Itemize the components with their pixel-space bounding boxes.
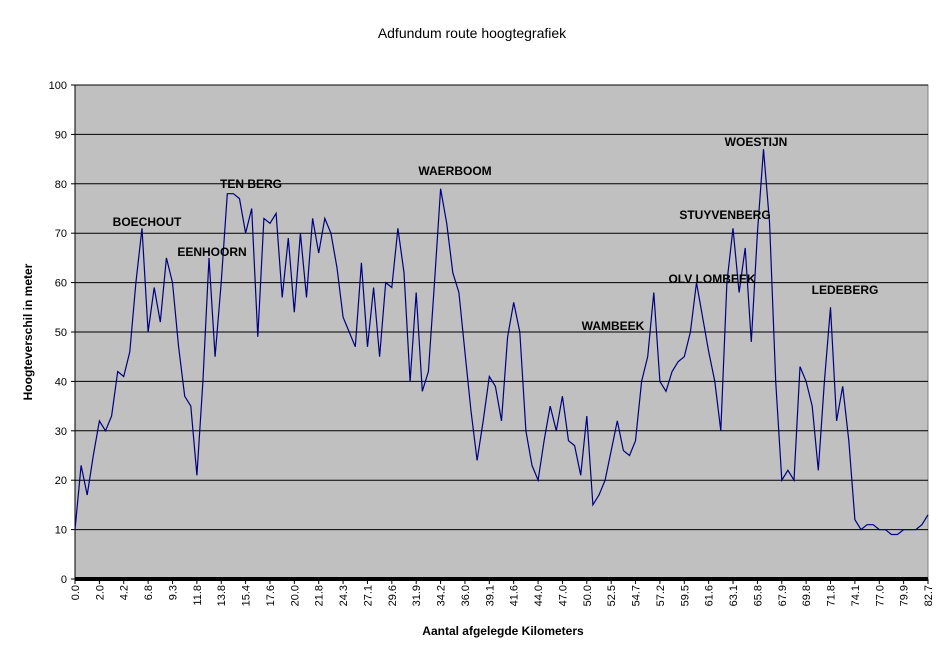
x-tick-label: 71.8 [826,585,838,606]
x-tick-label: 29.6 [387,585,399,606]
x-tick-label: 6.8 [143,585,155,600]
x-tick-label: 2.0 [94,585,106,600]
annotation: TEN BERG [220,177,282,191]
x-tick-label: 27.1 [362,585,374,606]
x-axis-title: Aantal afgelegde Kilometers [422,624,584,638]
annotation: WAMBEEK [582,319,645,333]
y-tick-label: 60 [55,278,67,290]
x-tick-label: 77.0 [874,585,886,606]
x-tick-label: 20.0 [289,585,301,606]
x-tick-label: 79.9 [899,585,911,606]
x-tick-label: 15.4 [241,585,253,606]
x-tick-label: 0.0 [70,585,82,600]
x-tick-label: 41.6 [509,585,521,606]
x-tick-label: 67.9 [777,585,789,606]
x-tick-label: 39.1 [484,585,496,606]
y-tick-label: 10 [55,525,67,537]
x-tick-label: 63.1 [728,585,740,606]
chart-title: Adfundum route hoogtegrafiek [378,25,567,41]
x-tick-label: 36.0 [460,585,472,606]
x-tick-label: 9.3 [167,585,179,600]
annotation: STUYVENBERG [679,208,770,222]
y-tick-label: 20 [55,475,67,487]
x-tick-label: 34.2 [436,585,448,606]
y-tick-label: 0 [61,574,67,586]
y-tick-label: 70 [55,228,67,240]
x-tick-label: 13.8 [216,585,228,606]
y-tick-label: 90 [55,129,67,141]
x-tick-label: 47.0 [557,585,569,606]
x-tick-label: 11.8 [192,585,204,606]
x-tick-label: 31.9 [411,585,423,606]
x-tick-label: 59.5 [679,585,691,606]
x-tick-label: 57.2 [655,585,667,606]
x-tick-label: 52.5 [606,585,618,606]
annotation: WOESTIJN [725,135,788,149]
y-axis-title: Hoogteverschil in meter [21,263,35,400]
annotation: WAERBOOM [418,164,491,178]
annotation: BOECHOUT [113,215,182,229]
x-tick-label: 74.1 [850,585,862,606]
x-tick-label: 69.8 [801,585,813,606]
x-tick-label: 44.0 [533,585,545,606]
y-tick-label: 40 [55,376,67,388]
y-tick-label: 100 [49,80,67,92]
y-tick-label: 30 [55,426,67,438]
x-tick-label: 82.7 [923,585,935,606]
x-tick-label: 21.8 [314,585,326,606]
elevation-line [74,149,929,536]
x-tick-label: 4.2 [119,585,131,600]
x-tick-label: 61.6 [704,585,716,606]
annotation: EENHOORN [177,245,246,259]
x-tick-label: 65.8 [752,585,764,606]
annotation: LEDEBERG [812,283,879,297]
x-tick-label: 24.3 [338,585,350,606]
x-tick-label: 50.0 [582,585,594,606]
annotation: OLV LOMBEEK [668,272,755,286]
y-tick-label: 50 [55,327,67,339]
x-tick-label: 17.6 [265,585,277,606]
x-tick-label: 54.7 [631,585,643,606]
y-tick-label: 80 [55,179,67,191]
